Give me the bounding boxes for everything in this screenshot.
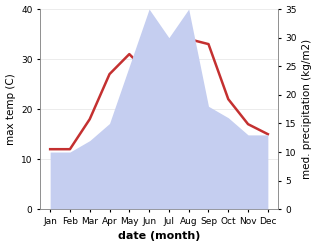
X-axis label: date (month): date (month) [118, 231, 200, 242]
Y-axis label: max temp (C): max temp (C) [5, 73, 16, 145]
Y-axis label: med. precipitation (kg/m2): med. precipitation (kg/m2) [302, 39, 313, 179]
